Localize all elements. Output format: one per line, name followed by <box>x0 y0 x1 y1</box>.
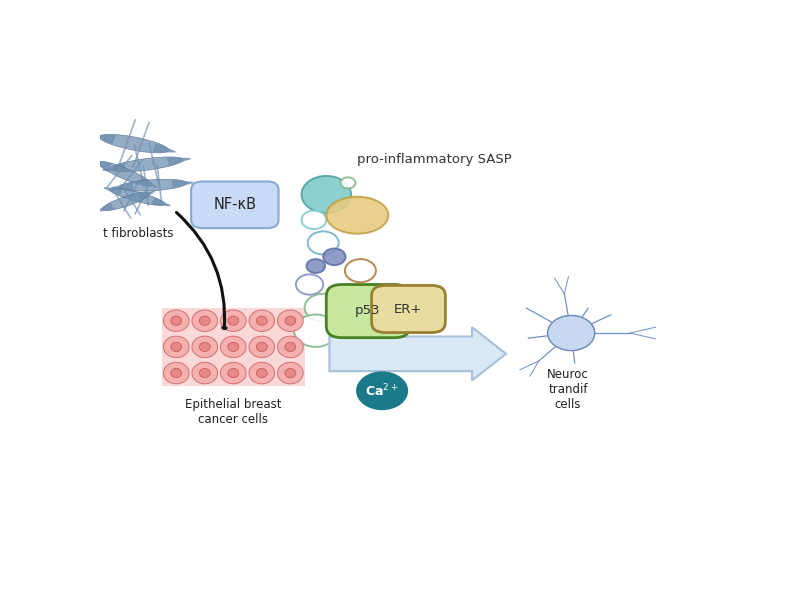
Polygon shape <box>173 181 194 187</box>
Ellipse shape <box>199 343 210 352</box>
Ellipse shape <box>278 362 303 384</box>
Text: p53: p53 <box>355 304 381 317</box>
Text: ER+: ER+ <box>394 302 422 316</box>
Polygon shape <box>154 144 175 152</box>
Ellipse shape <box>285 368 296 377</box>
Ellipse shape <box>199 368 210 377</box>
Polygon shape <box>139 178 157 187</box>
Text: Epithelial breast
cancer cells: Epithelial breast cancer cells <box>185 398 282 426</box>
Ellipse shape <box>350 306 369 320</box>
Ellipse shape <box>302 176 351 213</box>
Text: t fibroblasts: t fibroblasts <box>103 227 174 240</box>
Polygon shape <box>93 160 110 169</box>
Text: NF-κB: NF-κB <box>214 197 256 212</box>
Circle shape <box>356 371 408 410</box>
Polygon shape <box>168 158 190 165</box>
FancyBboxPatch shape <box>371 286 446 332</box>
Ellipse shape <box>278 336 303 358</box>
Polygon shape <box>98 204 114 211</box>
Polygon shape <box>102 164 126 171</box>
Circle shape <box>548 316 594 350</box>
Ellipse shape <box>163 336 189 358</box>
Ellipse shape <box>294 314 338 347</box>
Polygon shape <box>93 136 114 143</box>
Ellipse shape <box>228 368 238 377</box>
Ellipse shape <box>192 310 218 331</box>
Ellipse shape <box>302 211 326 229</box>
Text: Neuroc
trandif
cells: Neuroc trandif cells <box>547 368 589 410</box>
Ellipse shape <box>199 316 210 325</box>
Ellipse shape <box>308 232 338 254</box>
Ellipse shape <box>228 316 238 325</box>
Ellipse shape <box>341 178 355 188</box>
Text: Ca$^{2+}$: Ca$^{2+}$ <box>366 382 398 399</box>
Ellipse shape <box>221 310 246 331</box>
Ellipse shape <box>326 197 388 234</box>
Ellipse shape <box>257 343 267 352</box>
Ellipse shape <box>171 368 182 377</box>
Ellipse shape <box>257 316 267 325</box>
FancyBboxPatch shape <box>162 308 305 386</box>
Ellipse shape <box>171 343 182 352</box>
Ellipse shape <box>228 343 238 352</box>
Ellipse shape <box>163 362 189 384</box>
Ellipse shape <box>171 316 182 325</box>
Ellipse shape <box>118 179 186 191</box>
FancyBboxPatch shape <box>191 181 278 228</box>
FancyBboxPatch shape <box>326 284 410 338</box>
Ellipse shape <box>192 336 218 358</box>
Ellipse shape <box>323 248 346 265</box>
Ellipse shape <box>306 259 325 273</box>
Polygon shape <box>138 191 154 199</box>
Ellipse shape <box>278 310 303 331</box>
Ellipse shape <box>192 362 218 384</box>
FancyArrow shape <box>330 327 506 380</box>
Ellipse shape <box>296 274 323 295</box>
Ellipse shape <box>221 336 246 358</box>
Ellipse shape <box>102 192 150 211</box>
Ellipse shape <box>305 294 342 322</box>
Ellipse shape <box>249 362 274 384</box>
Polygon shape <box>112 183 133 190</box>
Ellipse shape <box>249 310 274 331</box>
Ellipse shape <box>285 316 296 325</box>
Polygon shape <box>104 188 122 195</box>
Polygon shape <box>153 199 170 206</box>
Ellipse shape <box>110 157 183 172</box>
Ellipse shape <box>98 161 152 186</box>
Ellipse shape <box>99 134 169 153</box>
Ellipse shape <box>285 343 296 352</box>
Text: pro-inflammatory SASP: pro-inflammatory SASP <box>358 153 512 166</box>
Ellipse shape <box>163 310 189 331</box>
Ellipse shape <box>249 336 274 358</box>
Ellipse shape <box>221 362 246 384</box>
Ellipse shape <box>257 368 267 377</box>
Ellipse shape <box>345 259 376 282</box>
Ellipse shape <box>110 188 165 205</box>
